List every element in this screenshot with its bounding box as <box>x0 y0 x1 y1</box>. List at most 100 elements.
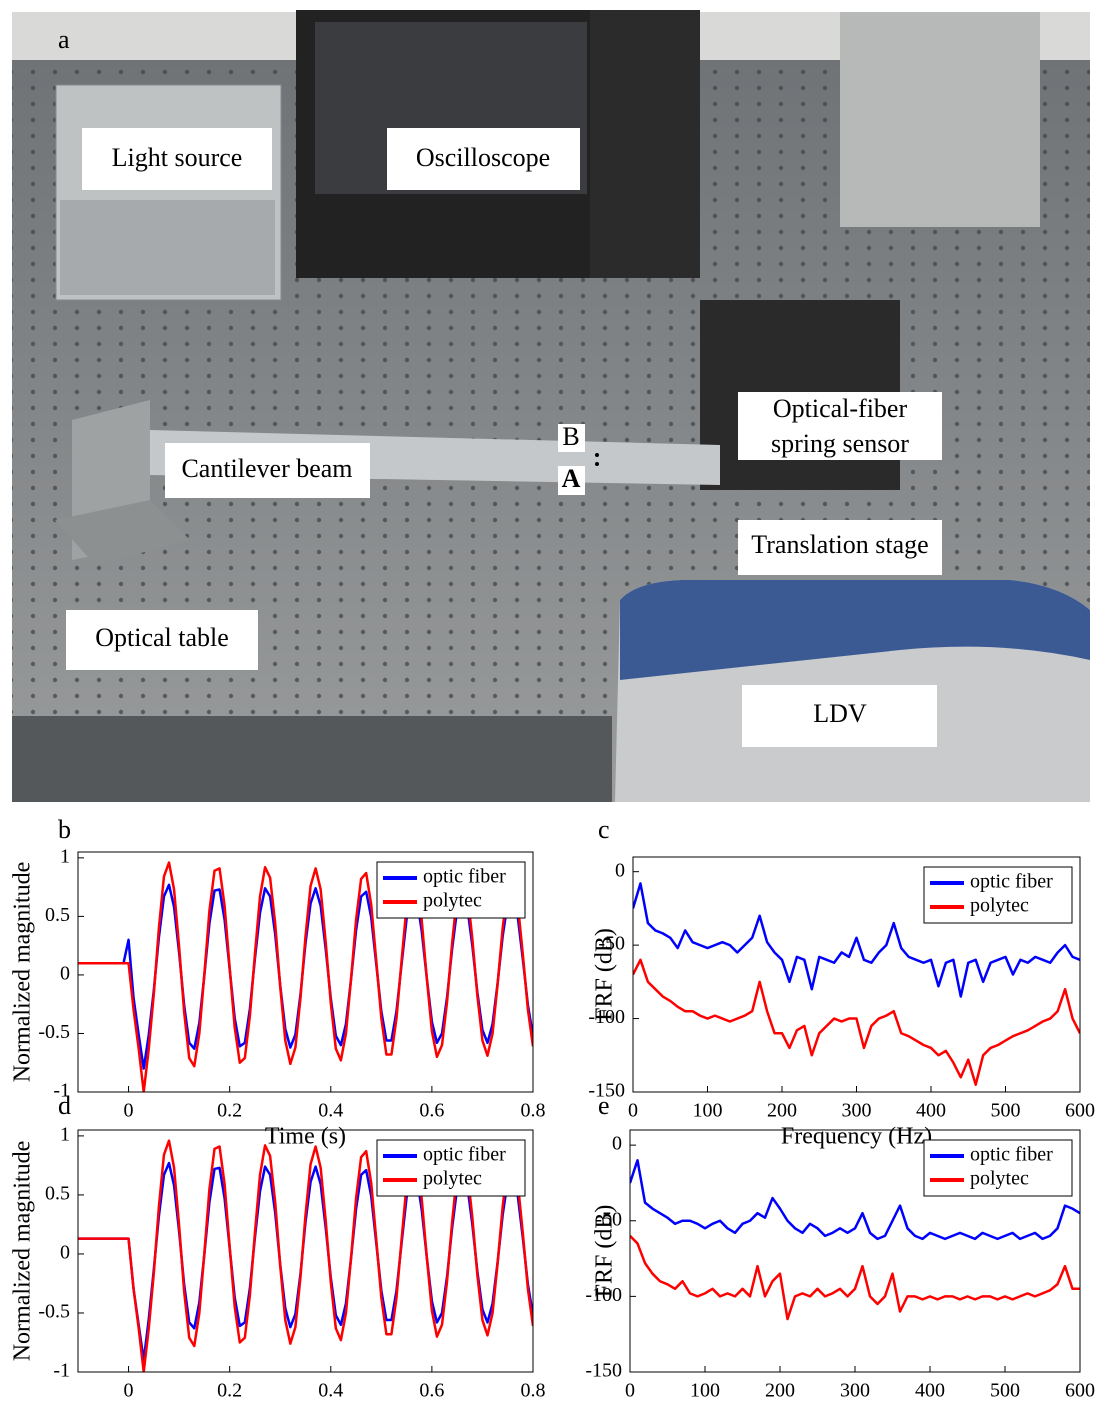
oscilloscope-panel <box>590 10 700 278</box>
plot-frame <box>77 1129 534 1373</box>
y-tick-label: -0.5 <box>38 1021 70 1043</box>
y-tick-label: 0 <box>60 1242 70 1264</box>
series-line <box>630 1234 1080 1321</box>
legend-box <box>923 1139 1073 1197</box>
series-line <box>633 958 1080 1086</box>
photo-label: Translation stage <box>751 530 928 559</box>
label-box <box>66 610 258 670</box>
panel-label: e <box>598 1091 610 1120</box>
y-tick-label: -150 <box>588 1080 625 1102</box>
photo-label: Light source <box>112 143 243 172</box>
plot-frame <box>632 856 1081 1093</box>
y-tick-label: 0.5 <box>45 904 70 926</box>
legend-label: optic fiber <box>423 1144 506 1166</box>
table-edge <box>12 716 612 802</box>
chart: b 0 0.2 0.4 0.6 0.8 -1 -0.5 0 0.5 1 Time (s) Normali… <box>10 815 546 1150</box>
y-tick-label: 1 <box>60 845 70 867</box>
y-tick-label: -150 <box>585 1360 622 1382</box>
x-tick-label: 0.4 <box>318 1380 343 1402</box>
x-axis-label: Frequency (Hz) <box>781 1124 932 1150</box>
legend-box <box>923 866 1073 924</box>
x-tick-label: 0.6 <box>419 1100 444 1122</box>
x-tick-label: 0.6 <box>419 1380 444 1402</box>
plot-frame <box>629 1129 1081 1373</box>
block <box>840 12 1040 227</box>
x-tick-label: 0 <box>124 1380 134 1402</box>
legend-label: optic fiber <box>970 1144 1053 1166</box>
photo-label: Cantilever beam <box>181 454 352 483</box>
point-marker <box>595 462 599 466</box>
clamp-base <box>55 500 190 565</box>
x-tick-label: 0.8 <box>521 1380 546 1402</box>
label-box <box>742 685 937 747</box>
x-tick-label: 0 <box>124 1100 134 1122</box>
light-source-panel <box>60 200 275 295</box>
x-tick-label: 600 <box>1065 1100 1095 1122</box>
photo-label: A <box>562 464 581 493</box>
x-tick-label: 0 <box>625 1380 635 1402</box>
label-box <box>387 128 580 190</box>
x-tick-label: 0.2 <box>217 1380 242 1402</box>
panel-label: c <box>598 815 610 844</box>
x-tick-label: 300 <box>840 1380 870 1402</box>
y-tick-label: 1 <box>60 1123 70 1145</box>
series-line <box>630 1159 1080 1241</box>
y-tick-label: -0.5 <box>38 1301 70 1323</box>
y-tick-label: 0 <box>612 1133 622 1155</box>
series-line <box>633 882 1080 998</box>
y-tick-label: -100 <box>588 1006 625 1028</box>
y-axis-label: FRF (dB) <box>592 1205 618 1298</box>
photo-label: Oscilloscope <box>416 143 550 172</box>
legend-label: polytec <box>970 1168 1029 1190</box>
x-tick-label: 300 <box>842 1100 872 1122</box>
photo-label: B <box>562 422 579 451</box>
x-tick-label: 600 <box>1065 1380 1095 1402</box>
photo: a Light source Oscilloscope Optical-fibe… <box>12 10 1090 802</box>
x-tick-label: 100 <box>693 1100 723 1122</box>
y-tick-label: 0.5 <box>45 1183 70 1205</box>
legend-box <box>376 861 526 919</box>
legend-label: optic fiber <box>970 871 1053 893</box>
y-tick-label: 0 <box>615 859 625 881</box>
label-box <box>165 443 370 498</box>
point-marker <box>595 453 599 457</box>
y-tick-label: -1 <box>53 1360 70 1382</box>
x-tick-label: 100 <box>690 1380 720 1402</box>
legend-box <box>376 1139 526 1197</box>
photo-label: Optical-fiber <box>773 394 908 423</box>
legend-label: polytec <box>970 895 1029 917</box>
legend-label: optic fiber <box>423 866 506 888</box>
x-tick-label: 0.4 <box>318 1100 343 1122</box>
label-box <box>558 466 585 495</box>
label-box <box>738 392 942 460</box>
label-box <box>558 424 585 452</box>
panel-label: a <box>58 25 70 54</box>
label-box <box>738 520 942 575</box>
y-axis-label: Normalized magnitude <box>10 862 36 1083</box>
ldv-cover <box>620 579 1090 680</box>
y-tick-label: -50 <box>595 1208 622 1230</box>
x-tick-label: 500 <box>990 1380 1020 1402</box>
x-tick-label: 0.2 <box>217 1100 242 1122</box>
y-tick-label: -50 <box>598 933 625 955</box>
panel-label: b <box>58 815 71 844</box>
chart: c0 100 200 300 400 500 600-150-100-500Frequenc… <box>588 815 1095 1150</box>
x-tick-label: 500 <box>991 1100 1021 1122</box>
x-tick-label: 200 <box>765 1380 795 1402</box>
plot-frame <box>77 851 534 1093</box>
y-tick-label: -1 <box>53 1080 70 1102</box>
x-axis-label: Time (s) <box>265 1124 346 1150</box>
y-tick-label: -100 <box>585 1284 622 1306</box>
x-tick-label: 0.8 <box>521 1100 546 1122</box>
y-tick-label: 0 <box>60 963 70 985</box>
x-tick-label: 200 <box>767 1100 797 1122</box>
chart: d 0 0.2 0.4 0.6 0.8 -1 -0.5 0 0.5 1 Time (s) Normali… <box>10 1091 546 1404</box>
x-tick-label: 400 <box>916 1100 946 1122</box>
legend-label: polytec <box>423 1168 482 1190</box>
x-tick-label: 400 <box>915 1380 945 1402</box>
panel-label: d <box>58 1091 71 1120</box>
label-box <box>82 128 272 190</box>
x-tick-label: 0 <box>628 1100 638 1122</box>
y-axis-label: Normalized magnitude <box>10 1141 36 1362</box>
